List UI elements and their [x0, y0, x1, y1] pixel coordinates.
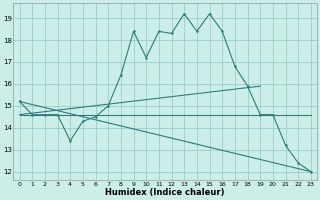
- X-axis label: Humidex (Indice chaleur): Humidex (Indice chaleur): [106, 188, 225, 197]
